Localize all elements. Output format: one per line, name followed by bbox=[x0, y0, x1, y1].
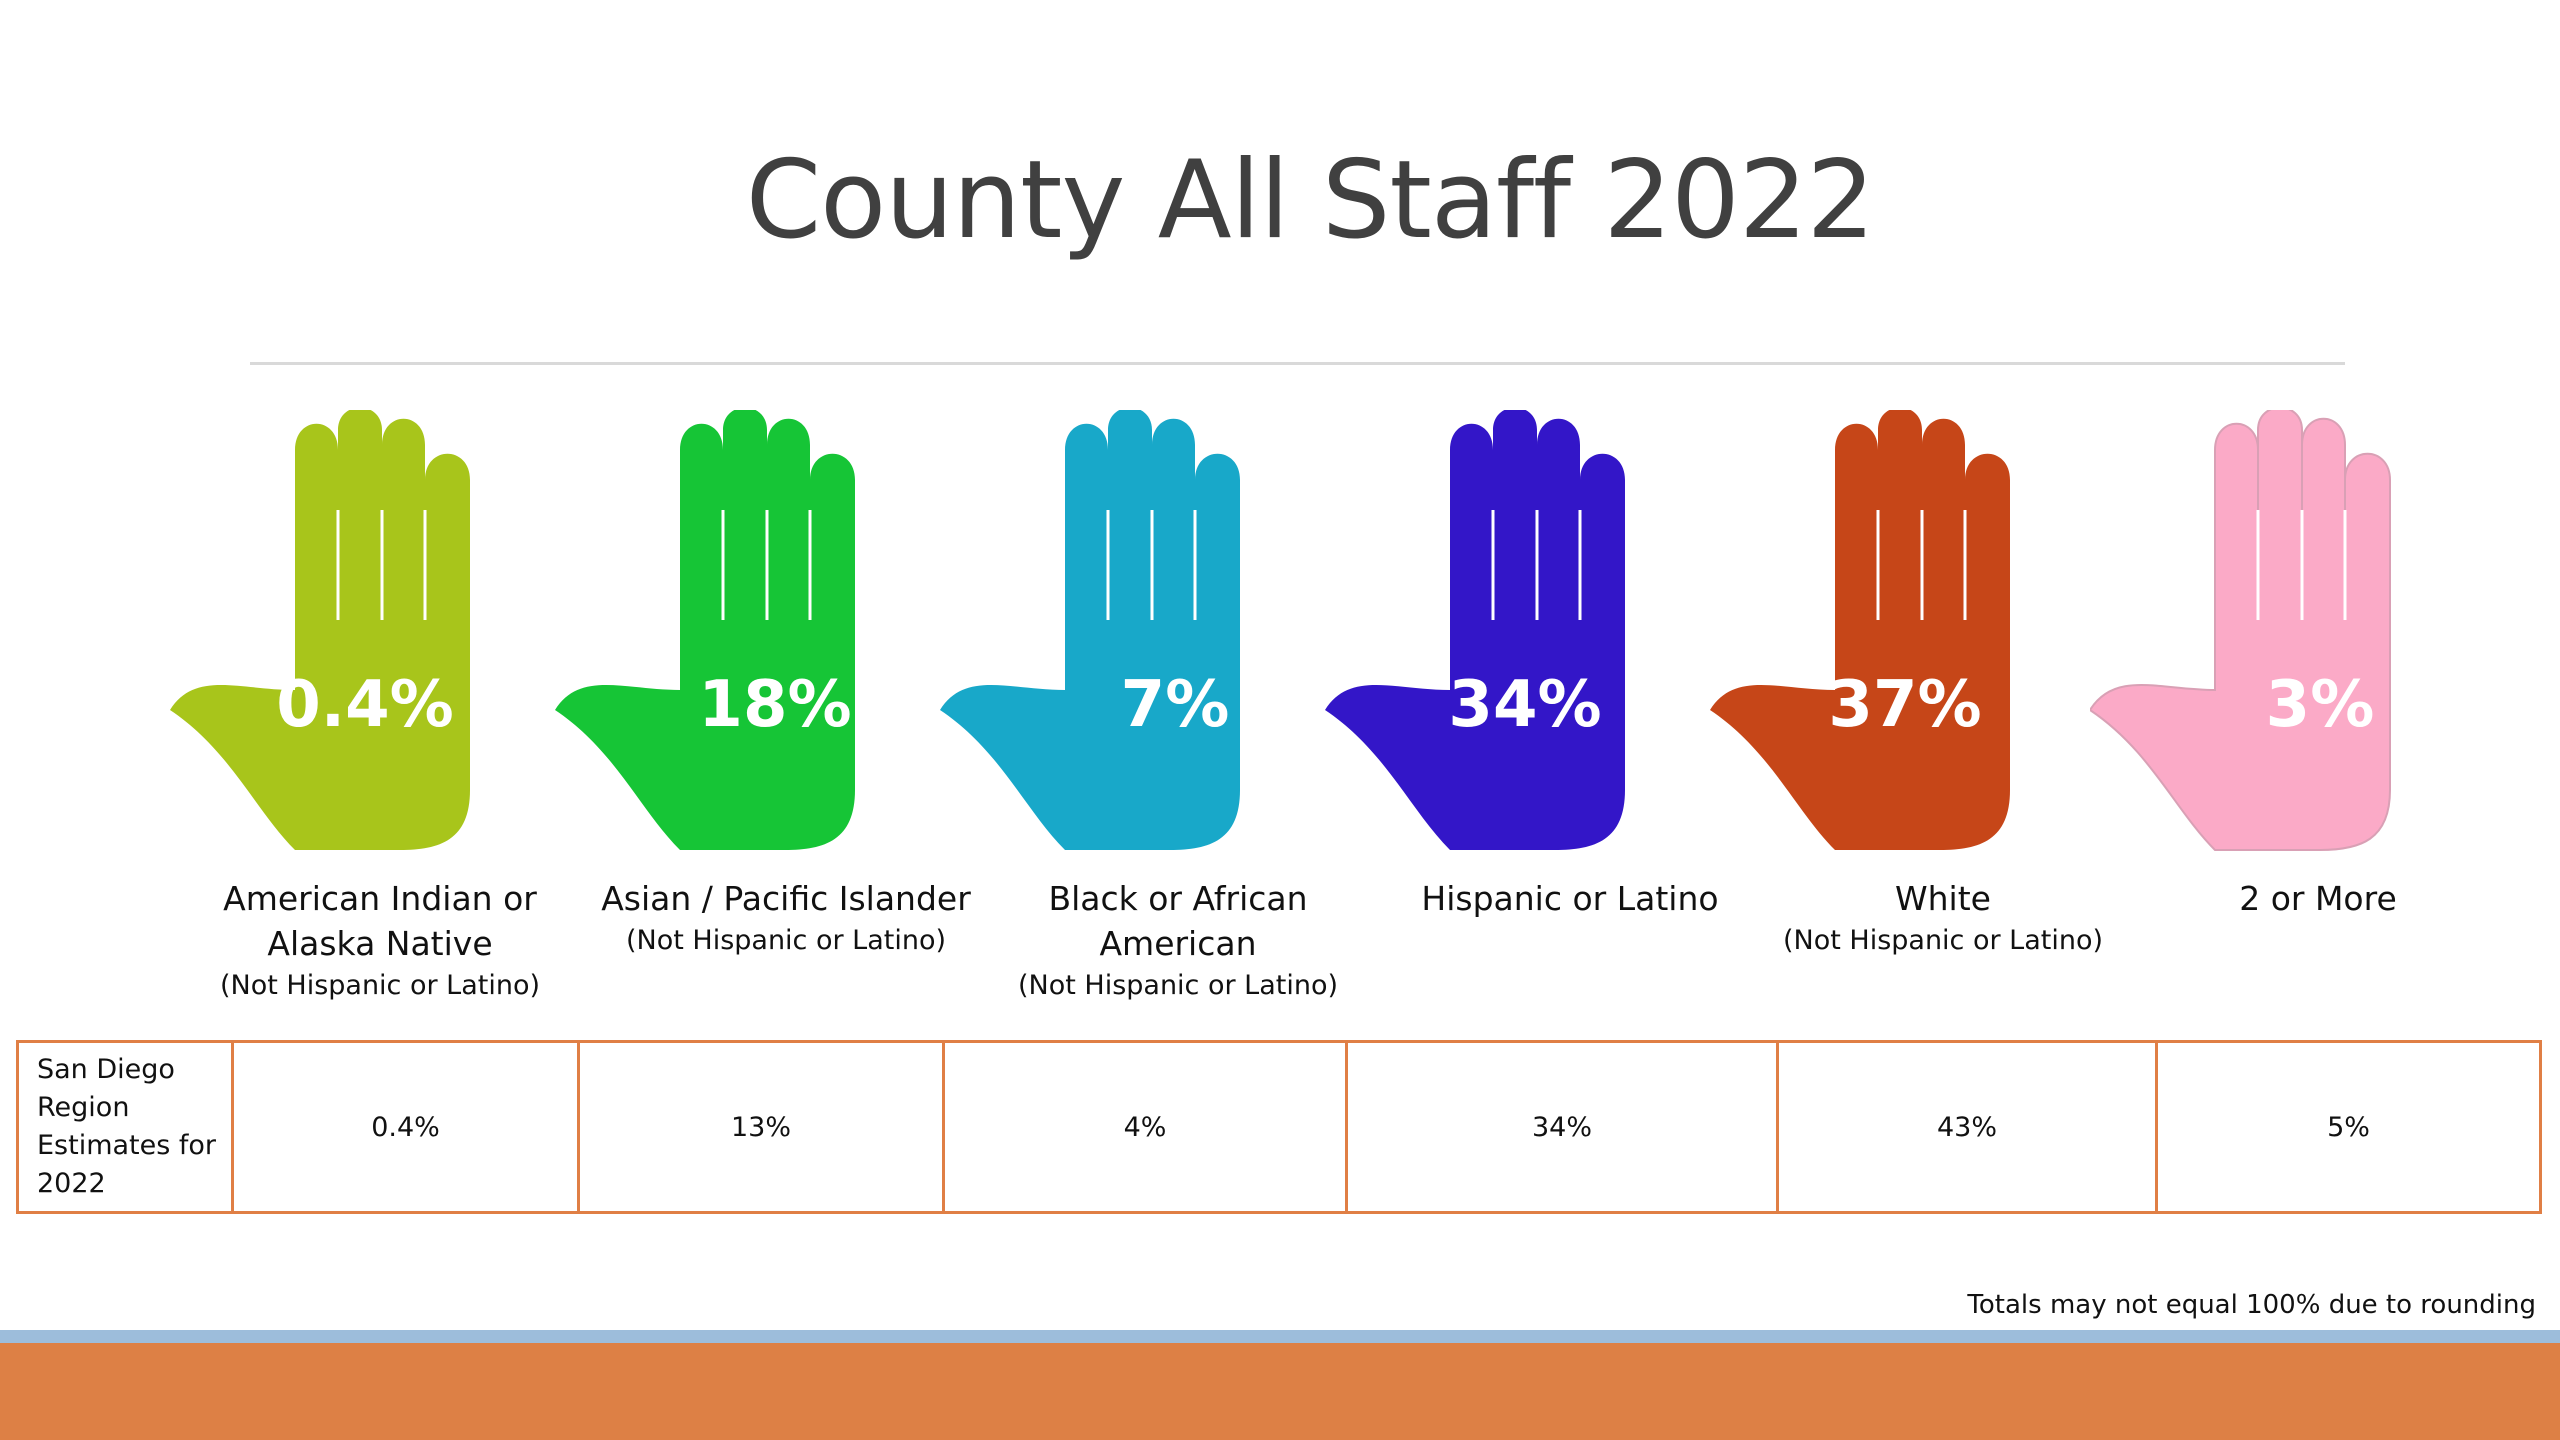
hand-shape-1 bbox=[170, 410, 470, 850]
hand-value: 3% bbox=[2265, 668, 2375, 742]
table-cell: 13% bbox=[577, 1040, 945, 1214]
category-name: Hispanic or Latino bbox=[1421, 879, 1719, 918]
hand-path-2 bbox=[555, 410, 855, 850]
category-note: (Not Hispanic or Latino) bbox=[219, 970, 541, 1001]
page-title: County All Staff 2022 bbox=[745, 138, 1876, 263]
hand-path-5 bbox=[1710, 410, 2010, 850]
category-label-black-african-american: Black or African American (Not Hispanic … bbox=[988, 876, 1368, 1006]
category-name: 2 or More bbox=[2239, 879, 2397, 918]
hand-path-6 bbox=[2090, 410, 2391, 851]
category-name: American Indian or Alaska Native bbox=[223, 879, 537, 963]
hand-icon-hispanic-latino: 34% bbox=[1325, 410, 1655, 860]
category-note: (Not Hispanic or Latino) bbox=[1782, 925, 2104, 956]
table-cell: 34% bbox=[1345, 1040, 1779, 1214]
table-cell: 0.4% bbox=[231, 1040, 580, 1214]
category-name: White bbox=[1895, 879, 1991, 918]
table-row: San Diego Region Estimates for 2022 0.4%… bbox=[16, 1040, 2542, 1214]
footer-band-blue bbox=[0, 1330, 2560, 1343]
hand-icon-two-or-more: 3% bbox=[2090, 410, 2420, 860]
hand-path-4 bbox=[1325, 410, 1625, 850]
hand-shape-4 bbox=[1325, 410, 1625, 850]
category-label-two-or-more: 2 or More bbox=[2128, 876, 2508, 921]
category-name: Black or African American bbox=[1048, 879, 1308, 963]
category-label-hispanic-latino: Hispanic or Latino bbox=[1380, 876, 1760, 921]
category-name: Asian / Pacific Islander bbox=[601, 879, 971, 918]
hand-icon-american-indian: 0.4% bbox=[170, 410, 500, 860]
category-label-white: White (Not Hispanic or Latino) bbox=[1753, 876, 2133, 961]
table-cell: 43% bbox=[1776, 1040, 2158, 1214]
region-estimates-table: San Diego Region Estimates for 2022 0.4%… bbox=[16, 1040, 2542, 1214]
category-label-american-indian: American Indian or Alaska Native (Not Hi… bbox=[190, 876, 570, 1006]
table-cell: 5% bbox=[2155, 1040, 2542, 1214]
table-cell: 4% bbox=[942, 1040, 1348, 1214]
hand-value: 0.4% bbox=[276, 668, 454, 742]
table-row-header: San Diego Region Estimates for 2022 bbox=[16, 1040, 234, 1214]
category-note: (Not Hispanic or Latino) bbox=[625, 925, 947, 956]
hand-shape-5 bbox=[1710, 410, 2010, 850]
hand-shape-3 bbox=[940, 410, 1240, 850]
hand-value: 18% bbox=[698, 668, 852, 742]
hand-value: 7% bbox=[1120, 668, 1230, 742]
hand-icon-white: 37% bbox=[1710, 410, 2040, 860]
hand-shape-2 bbox=[555, 410, 855, 850]
hand-path-3 bbox=[940, 410, 1240, 850]
hand-path-1 bbox=[170, 410, 470, 850]
hand-icon-asian-pacific-islander: 18% bbox=[555, 410, 885, 860]
hand-shape-6 bbox=[2090, 410, 2391, 851]
title-divider bbox=[250, 362, 2345, 365]
category-note: (Not Hispanic or Latino) bbox=[1017, 970, 1339, 1001]
hand-value: 34% bbox=[1448, 668, 1602, 742]
footnote: Totals may not equal 100% due to roundin… bbox=[1967, 1290, 2536, 1320]
hand-icon-black-african-american: 7% bbox=[940, 410, 1270, 860]
category-label-asian-pacific-islander: Asian / Pacific Islander (Not Hispanic o… bbox=[596, 876, 976, 961]
hand-value: 37% bbox=[1828, 668, 1982, 742]
footer-band-orange bbox=[0, 1343, 2560, 1440]
